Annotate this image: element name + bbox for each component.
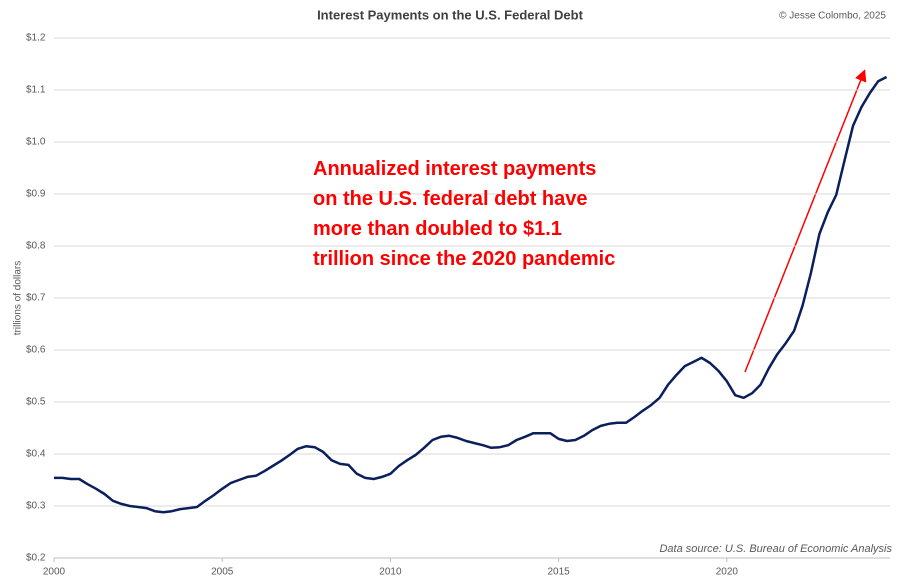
y-axis-label: trillions of dollars — [13, 261, 24, 335]
y-tick-label: $0.8 — [26, 241, 46, 252]
annotation-arrow — [744, 69, 867, 373]
y-tick-label: $0.9 — [26, 189, 46, 200]
y-tick-label: $1.2 — [26, 33, 46, 44]
x-tick-label: 2005 — [211, 567, 234, 578]
source: Data source: U.S. Bureau of Economic Ana… — [659, 543, 892, 555]
y-tick-label: $0.2 — [26, 553, 46, 564]
annotation: Annualized interest payments — [313, 158, 596, 180]
y-tick-label: $1.1 — [26, 85, 46, 96]
y-tick-label: $0.3 — [26, 501, 46, 512]
credit: © Jesse Colombo, 2025 — [779, 11, 886, 22]
x-tick-label: 2015 — [548, 567, 571, 578]
annotation: on the U.S. federal debt have — [313, 188, 588, 210]
y-tick-label: $0.5 — [26, 397, 46, 408]
annotation: more than doubled to $1.1 — [313, 218, 562, 240]
x-tick-label: 2010 — [379, 567, 402, 578]
y-tick-label: $1.0 — [26, 137, 46, 148]
data-line — [54, 75, 888, 514]
x-tick-label: 2020 — [716, 567, 739, 578]
x-tick-label: 2000 — [43, 567, 66, 578]
y-tick-label: $0.4 — [26, 449, 46, 460]
annotation: trillion since the 2020 pandemic — [313, 248, 615, 270]
y-tick-label: $0.7 — [26, 293, 46, 304]
y-tick-label: $0.6 — [26, 345, 46, 356]
chart-title: Interest Payments on the U.S. Federal De… — [317, 7, 584, 22]
